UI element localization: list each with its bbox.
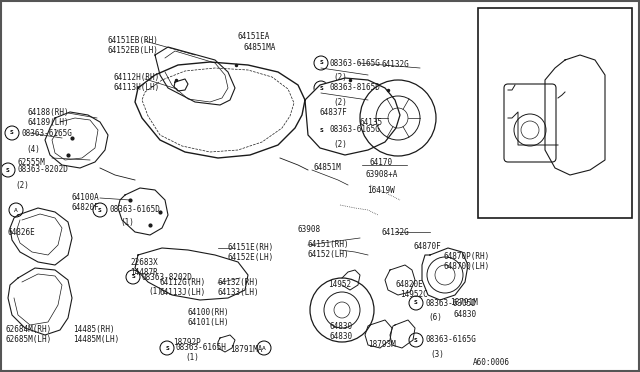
Text: A: A	[262, 346, 266, 350]
Text: 14952C: 14952C	[400, 290, 428, 299]
Text: 64132(RH): 64132(RH)	[218, 278, 260, 287]
Text: (2): (2)	[333, 98, 347, 107]
Text: 64152EB(LH): 64152EB(LH)	[108, 46, 159, 55]
Text: 14485M(LH): 14485M(LH)	[73, 335, 119, 344]
Text: 64826E: 64826E	[8, 228, 36, 237]
Text: S: S	[98, 208, 102, 212]
Text: 64820E: 64820E	[395, 280, 423, 289]
Text: (2): (2)	[333, 73, 347, 82]
Polygon shape	[135, 62, 305, 158]
Text: 64152(LH): 64152(LH)	[308, 250, 349, 259]
Text: 64851M: 64851M	[313, 163, 340, 172]
Text: 64100(RH): 64100(RH)	[188, 308, 230, 317]
Text: 18791M: 18791M	[503, 43, 531, 52]
Text: 64830: 64830	[509, 120, 532, 129]
Text: 08363-8202D: 08363-8202D	[17, 166, 68, 174]
Text: 64830: 64830	[453, 310, 476, 319]
Text: 64870Q(LH): 64870Q(LH)	[444, 262, 490, 271]
Text: 08363-6305D: 08363-6305D	[425, 298, 476, 308]
Text: 08363-8202D: 08363-8202D	[142, 273, 193, 282]
Text: 64188(RH): 64188(RH)	[27, 108, 68, 117]
Text: 64113H(LH): 64113H(LH)	[113, 83, 159, 92]
Text: (4): (4)	[26, 145, 40, 154]
Text: 64135: 64135	[360, 118, 383, 127]
Text: S: S	[10, 131, 14, 135]
Text: A60:0006: A60:0006	[473, 358, 510, 367]
Text: (1): (1)	[185, 353, 199, 362]
Text: 64830: 64830	[330, 322, 353, 331]
Text: 64132G: 64132G	[382, 60, 410, 69]
Text: 08363-8165D: 08363-8165D	[330, 83, 381, 93]
Text: 18793M: 18793M	[492, 185, 520, 194]
Text: 08363-6165H: 08363-6165H	[176, 343, 227, 353]
Text: 62685M(LH): 62685M(LH)	[5, 335, 51, 344]
Text: 64837F: 64837F	[319, 108, 347, 117]
Text: 18791MA: 18791MA	[483, 198, 515, 207]
Text: 64151(RH): 64151(RH)	[308, 240, 349, 249]
Text: 63908+A: 63908+A	[365, 170, 397, 179]
Text: 64112H(RH): 64112H(RH)	[113, 73, 159, 82]
Text: S: S	[131, 275, 135, 279]
Text: 64830: 64830	[330, 332, 353, 341]
Text: 18791M: 18791M	[450, 298, 477, 307]
Text: 62684M(RH): 62684M(RH)	[5, 325, 51, 334]
Text: (1): (1)	[120, 218, 134, 227]
Text: 64870F: 64870F	[413, 242, 441, 251]
Text: (3): (3)	[430, 350, 444, 359]
Text: 14485(RH): 14485(RH)	[73, 325, 115, 334]
Text: 14487R: 14487R	[130, 268, 157, 277]
Text: 64100A: 64100A	[72, 193, 100, 202]
Polygon shape	[305, 78, 400, 155]
Text: (6): (6)	[428, 313, 442, 322]
Text: (1): (1)	[148, 287, 162, 296]
Text: S: S	[319, 61, 323, 65]
Text: 64151EA: 64151EA	[238, 32, 270, 41]
Text: 64113J(LH): 64113J(LH)	[160, 288, 206, 297]
Text: 22683X: 22683X	[130, 258, 157, 267]
Text: 64151EB(RH): 64151EB(RH)	[108, 36, 159, 45]
Text: 18791MA: 18791MA	[230, 345, 262, 354]
Text: 08363-6165G: 08363-6165G	[330, 125, 381, 135]
Text: 18793M: 18793M	[368, 340, 396, 349]
Text: 64870P(RH): 64870P(RH)	[444, 252, 490, 261]
Text: S: S	[319, 86, 323, 90]
Text: 16419W: 16419W	[367, 186, 395, 195]
Text: 64152E(LH): 64152E(LH)	[228, 253, 275, 262]
Text: 14952: 14952	[328, 280, 351, 289]
Text: A: A	[14, 208, 18, 212]
Text: 64132G: 64132G	[382, 228, 410, 237]
Text: 08363-6165G: 08363-6165G	[21, 128, 72, 138]
Text: 64101(LH): 64101(LH)	[188, 318, 230, 327]
Text: 63908: 63908	[297, 225, 320, 234]
Text: (2): (2)	[15, 181, 29, 190]
Text: 18792P: 18792P	[173, 338, 201, 347]
Text: 08363-6165G: 08363-6165G	[330, 58, 381, 67]
Text: 08363-6165D: 08363-6165D	[109, 205, 160, 215]
Text: 64851MA: 64851MA	[243, 43, 275, 52]
Text: 64189(LH): 64189(LH)	[27, 118, 68, 127]
Text: S: S	[414, 301, 418, 305]
Text: S: S	[319, 128, 323, 132]
Text: [8911-    ]: [8911- ]	[484, 18, 535, 27]
Text: S: S	[6, 167, 10, 173]
Bar	[478, 8, 632, 218]
Text: 62555M: 62555M	[18, 158, 45, 167]
Text: 64133(LH): 64133(LH)	[218, 288, 260, 297]
Text: S: S	[414, 337, 418, 343]
Text: 64112G(RH): 64112G(RH)	[160, 278, 206, 287]
Text: (2): (2)	[333, 140, 347, 149]
Text: 64151E(RH): 64151E(RH)	[228, 243, 275, 252]
Text: S: S	[165, 346, 169, 350]
Text: 08363-6165G: 08363-6165G	[425, 336, 476, 344]
Text: 64170: 64170	[370, 158, 393, 167]
Text: 64830: 64830	[490, 30, 513, 39]
Text: 64820F: 64820F	[72, 203, 100, 212]
